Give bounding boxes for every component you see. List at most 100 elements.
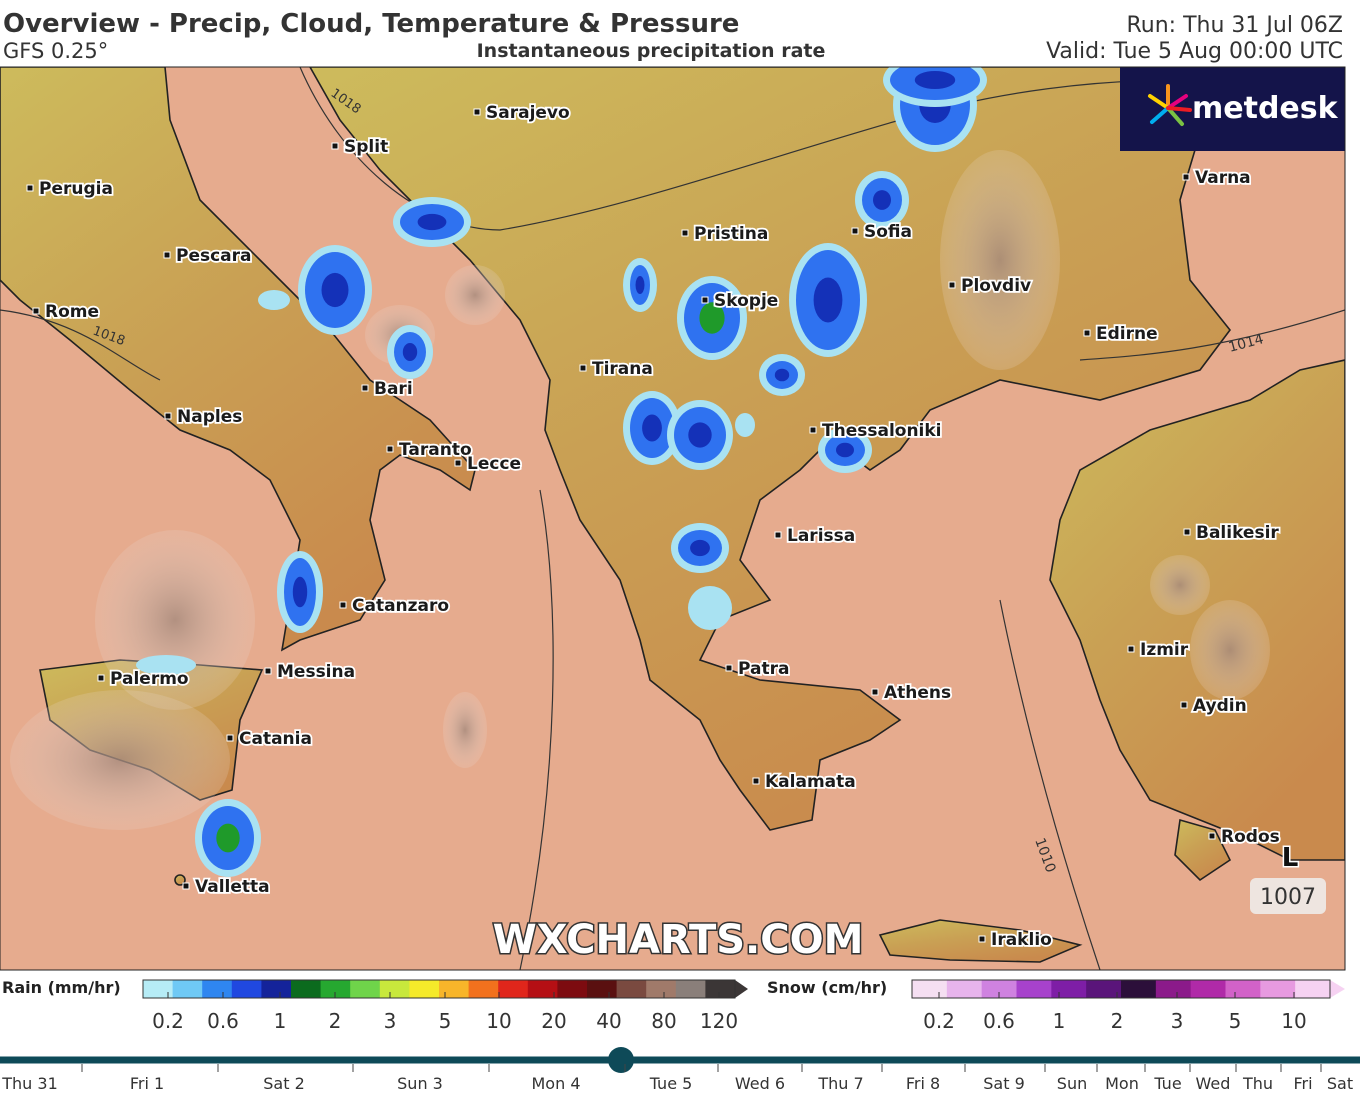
city-marker bbox=[1208, 832, 1216, 840]
legend-swatch bbox=[202, 980, 233, 998]
city-label: Pescara bbox=[176, 246, 252, 266]
legend-swatch bbox=[557, 980, 588, 998]
rain-legend-label: Rain (mm/hr) bbox=[2, 978, 121, 997]
legend-swatch bbox=[1121, 980, 1157, 998]
legend-tick-label: 40 bbox=[596, 1009, 621, 1033]
city-marker bbox=[182, 882, 190, 890]
legends: 0.2 0.6 1 2 3 5 10 20 40 80 120 0.2 0.6 1 2 3 5 10 bbox=[142, 979, 1345, 1033]
timeline-day[interactable]: Thu bbox=[1242, 1074, 1273, 1093]
city-label: Varna bbox=[1195, 168, 1251, 188]
snow-legend-label: Snow (cm/hr) bbox=[767, 978, 887, 997]
city-label: Athens bbox=[884, 683, 951, 703]
precip-core bbox=[216, 823, 240, 853]
city-marker bbox=[26, 184, 34, 192]
city-marker bbox=[226, 734, 234, 742]
precip-core bbox=[417, 213, 447, 231]
legend-tick-label: 5 bbox=[439, 1009, 452, 1033]
city-marker bbox=[1127, 645, 1135, 653]
timeline-day[interactable]: Sat 9 bbox=[983, 1074, 1025, 1093]
city-marker bbox=[579, 364, 587, 372]
logo-text: metdesk bbox=[1192, 91, 1339, 126]
legend-swatch bbox=[705, 980, 736, 998]
city-marker bbox=[701, 296, 709, 304]
logo-icon bbox=[1148, 84, 1192, 126]
legend-tick-label: 1 bbox=[1053, 1009, 1066, 1033]
city-marker bbox=[948, 281, 956, 289]
legend-swatch bbox=[616, 980, 647, 998]
timeline-day[interactable]: Wed bbox=[1196, 1074, 1231, 1093]
timeline-day[interactable]: Fri bbox=[1293, 1074, 1312, 1093]
city-marker bbox=[163, 251, 171, 259]
legend-tick-label: 3 bbox=[1171, 1009, 1184, 1033]
city-marker bbox=[774, 531, 782, 539]
legend-swatch bbox=[587, 980, 618, 998]
city-marker bbox=[361, 384, 369, 392]
timeline-day[interactable]: Tue 5 bbox=[649, 1074, 693, 1093]
precip-core bbox=[635, 276, 645, 294]
valid-time: Valid: Tue 5 Aug 00:00 UTC bbox=[1046, 39, 1343, 64]
city-label: Balikesir bbox=[1196, 523, 1279, 543]
map-frame bbox=[0, 66, 1346, 971]
legend-tick-label: 0.6 bbox=[207, 1009, 239, 1033]
timeline-day[interactable]: Wed 6 bbox=[735, 1074, 785, 1093]
legend-tick-label: 5 bbox=[1229, 1009, 1242, 1033]
city-label: Larissa bbox=[787, 526, 855, 546]
legend-swatch bbox=[231, 980, 262, 998]
city-label: Split bbox=[344, 137, 388, 157]
city-marker bbox=[473, 108, 481, 116]
isobars bbox=[0, 67, 1345, 970]
city-label: Perugia bbox=[39, 179, 113, 199]
precip-core bbox=[813, 277, 843, 323]
precip-core bbox=[292, 576, 308, 608]
legend-swatch bbox=[439, 980, 470, 998]
watermark: WXCHARTS.COM bbox=[493, 917, 864, 963]
city-marker bbox=[97, 674, 105, 682]
timeline-day[interactable]: Tue bbox=[1153, 1074, 1181, 1093]
timeline-day[interactable]: Thu 7 bbox=[817, 1074, 863, 1093]
timeline-day[interactable]: Mon bbox=[1105, 1074, 1139, 1093]
city-label: Thessaloniki bbox=[822, 421, 942, 441]
legend-swatch bbox=[261, 980, 292, 998]
precipitation bbox=[136, 67, 987, 877]
legend-tick-label: 10 bbox=[486, 1009, 511, 1033]
city-marker bbox=[1180, 701, 1188, 709]
precip-core bbox=[873, 190, 891, 210]
precip-core bbox=[836, 442, 854, 458]
city-label: Valletta bbox=[195, 877, 270, 897]
timeline-day[interactable]: Fri 1 bbox=[130, 1074, 164, 1093]
timeline-day[interactable]: Thu 31 bbox=[1, 1074, 58, 1093]
precip-core bbox=[914, 71, 956, 89]
precip-core bbox=[690, 539, 710, 557]
legend-tick-label: 20 bbox=[541, 1009, 566, 1033]
low-symbol: L bbox=[1282, 843, 1299, 873]
legend-tick-label: 0.2 bbox=[152, 1009, 184, 1033]
precip-core bbox=[688, 422, 712, 448]
timeline-day[interactable]: Mon 4 bbox=[532, 1074, 581, 1093]
legend-swatch bbox=[1016, 980, 1052, 998]
city-label: Tirana bbox=[592, 359, 653, 379]
precip-light bbox=[688, 586, 732, 630]
precip-light bbox=[258, 290, 290, 310]
logo-box bbox=[1120, 67, 1345, 151]
legend-swatch bbox=[527, 980, 558, 998]
legend-tick-label: 2 bbox=[1111, 1009, 1124, 1033]
precip-core bbox=[402, 343, 418, 361]
timeline-knob[interactable] bbox=[608, 1047, 634, 1073]
city-marker bbox=[851, 227, 859, 235]
legend-swatch bbox=[1225, 980, 1261, 998]
city-marker bbox=[1182, 173, 1190, 181]
legend-swatch bbox=[1260, 980, 1296, 998]
legend-swatch bbox=[409, 980, 440, 998]
legend-tick-label: 0.2 bbox=[923, 1009, 955, 1033]
city-marker bbox=[809, 426, 817, 434]
timeline-day[interactable]: Sun bbox=[1057, 1074, 1087, 1093]
timeline-day[interactable]: Sat bbox=[1327, 1074, 1353, 1093]
timeline-day[interactable]: Sun 3 bbox=[397, 1074, 443, 1093]
precip-light bbox=[735, 413, 755, 437]
subtitle: Instantaneous precipitation rate bbox=[477, 40, 826, 62]
timeline-day[interactable]: Fri 8 bbox=[906, 1074, 940, 1093]
timeline-day[interactable]: Sat 2 bbox=[263, 1074, 305, 1093]
city-label: Rome bbox=[45, 302, 99, 322]
precip-core bbox=[642, 414, 662, 442]
